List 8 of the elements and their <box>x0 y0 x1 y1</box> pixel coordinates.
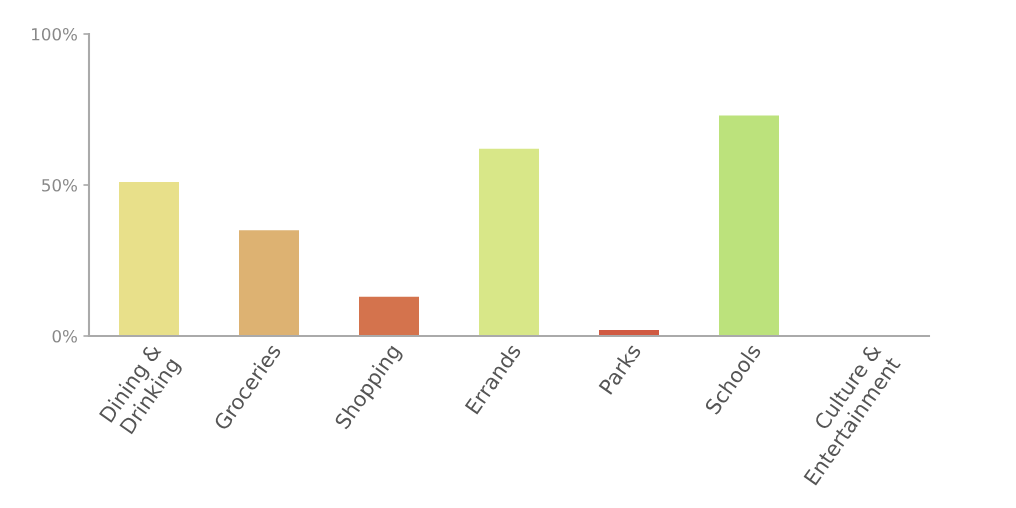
y-tick-label: 0% <box>52 329 77 343</box>
bar <box>119 181 179 336</box>
bar <box>479 148 539 336</box>
bar <box>719 115 779 336</box>
bar <box>239 230 299 336</box>
bar <box>359 296 419 336</box>
y-tick-label: 100% <box>32 27 77 41</box>
y-tick-label: 50% <box>42 178 77 192</box>
